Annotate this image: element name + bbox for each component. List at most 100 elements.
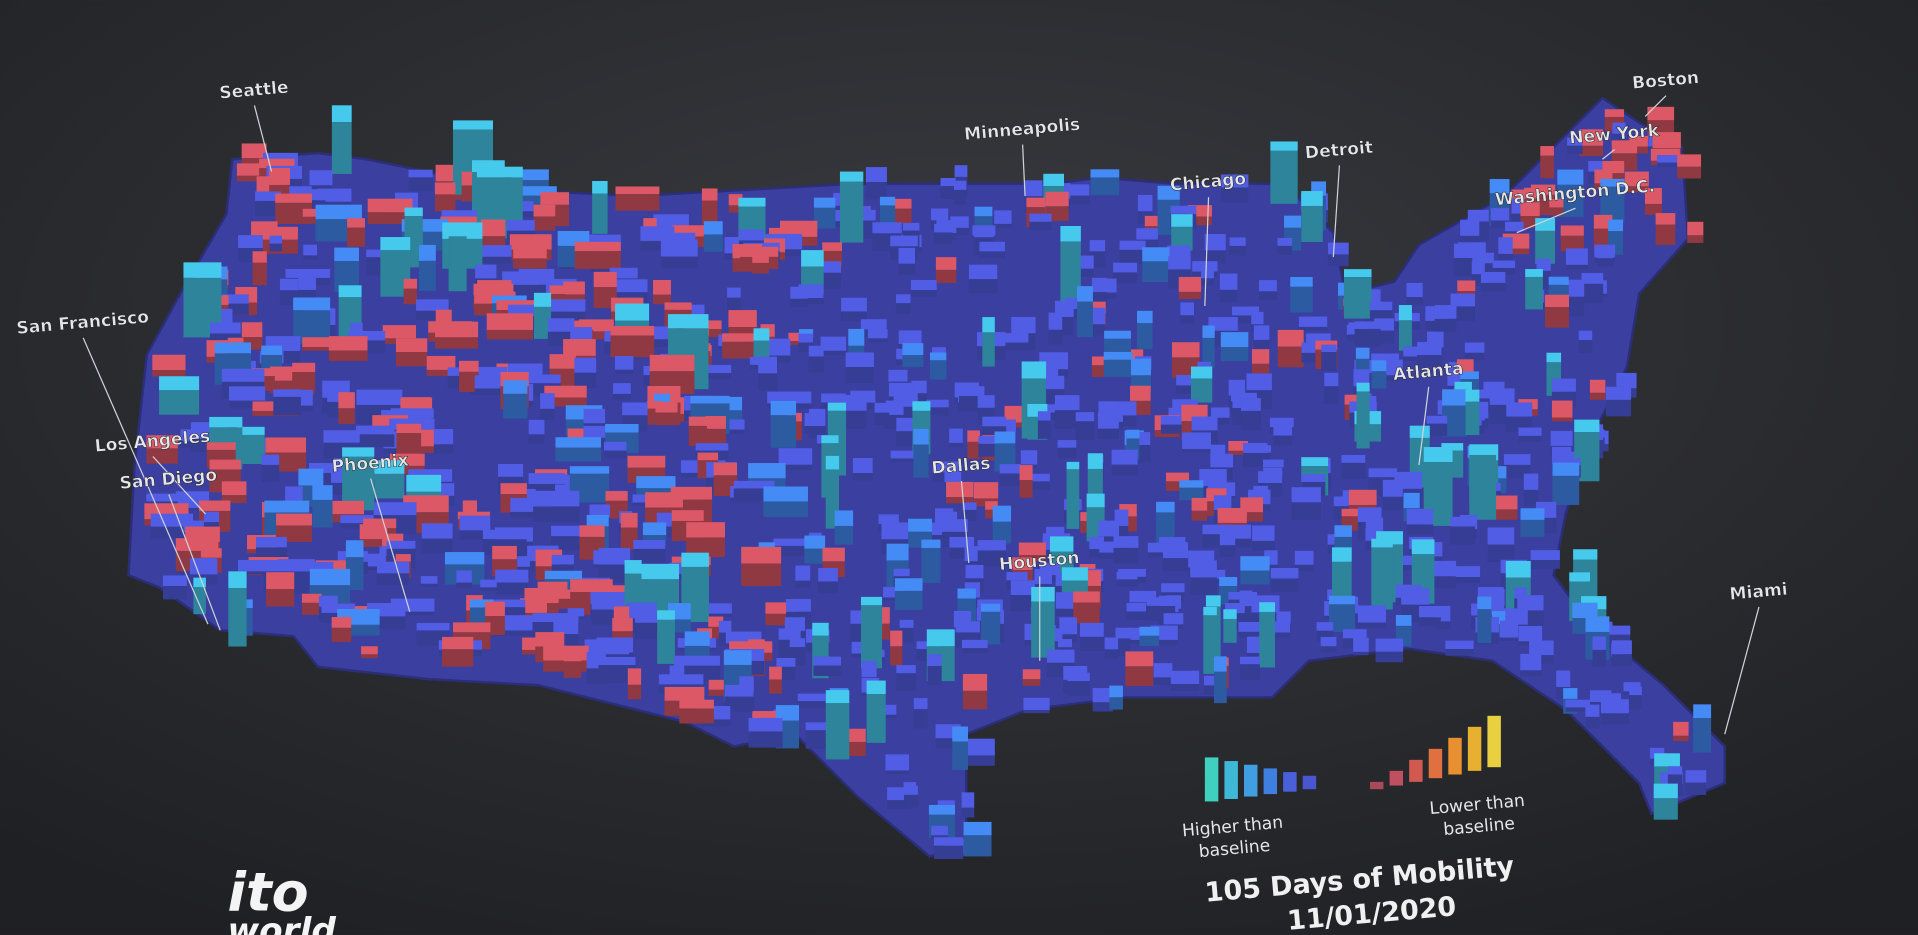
block-side xyxy=(301,602,322,615)
block-side xyxy=(642,339,676,347)
block-top xyxy=(1057,639,1072,648)
block-top xyxy=(200,548,222,558)
block-side xyxy=(503,393,528,419)
block-top xyxy=(511,169,549,181)
leader-line xyxy=(82,337,209,625)
block-top xyxy=(1450,516,1475,527)
block-top xyxy=(508,304,547,317)
block-top xyxy=(727,287,741,298)
block-top xyxy=(1219,273,1238,290)
block-top xyxy=(598,547,631,565)
block-side xyxy=(904,794,918,808)
block-side xyxy=(389,465,425,475)
block-top xyxy=(1223,609,1237,619)
block-top xyxy=(770,400,797,416)
block-top xyxy=(1290,276,1313,287)
block-side xyxy=(1592,649,1606,667)
block-side xyxy=(1137,323,1153,350)
block-side xyxy=(1092,702,1114,712)
block-top xyxy=(934,223,953,233)
block-side xyxy=(356,434,395,447)
block-top xyxy=(1403,346,1424,357)
block-top xyxy=(512,201,534,212)
block-top xyxy=(1552,462,1580,476)
block-top xyxy=(1616,372,1637,389)
block-top xyxy=(228,386,266,401)
block-side xyxy=(1371,547,1393,610)
block-top xyxy=(1202,524,1232,535)
block-top xyxy=(361,646,378,655)
block-top xyxy=(890,630,903,647)
block-top xyxy=(1251,311,1264,325)
block-top xyxy=(1294,550,1314,565)
block-top xyxy=(1341,454,1366,463)
block-top xyxy=(1343,269,1372,278)
block-side xyxy=(679,708,714,724)
block-top xyxy=(1483,381,1505,394)
block-side xyxy=(175,507,210,511)
block-top xyxy=(1004,405,1027,423)
block-top xyxy=(681,552,709,567)
block-top xyxy=(533,204,556,217)
block-side xyxy=(228,400,266,409)
block-top xyxy=(363,518,397,529)
block-side xyxy=(574,372,597,389)
block-top xyxy=(647,401,662,409)
block-side xyxy=(963,835,992,857)
legend-bar xyxy=(1283,772,1297,792)
block-top xyxy=(221,481,247,496)
block-top xyxy=(932,461,960,473)
block-side xyxy=(238,571,281,575)
block-side xyxy=(603,450,627,459)
block-side xyxy=(1089,549,1104,558)
block-top xyxy=(1075,412,1095,422)
block-top xyxy=(1371,360,1387,372)
block-top xyxy=(912,401,931,411)
block-side xyxy=(962,690,988,710)
block-top xyxy=(1687,221,1704,236)
block-top xyxy=(1045,191,1069,207)
block-top xyxy=(861,660,877,678)
block-top xyxy=(403,278,418,289)
block-top xyxy=(1059,617,1078,635)
block-top xyxy=(1572,602,1598,619)
block-top xyxy=(911,380,927,394)
block-top xyxy=(1239,590,1253,607)
block-side xyxy=(1354,328,1381,347)
block-side xyxy=(992,521,1012,544)
block-top xyxy=(1518,427,1542,436)
block-top xyxy=(776,657,796,667)
block-top xyxy=(954,165,968,177)
block-side xyxy=(758,373,778,391)
block-top xyxy=(733,480,775,489)
block-top xyxy=(1411,539,1435,555)
block-top xyxy=(471,160,505,173)
block-top xyxy=(1021,361,1047,379)
block-top xyxy=(885,400,904,415)
block-side xyxy=(1357,622,1386,628)
block-side xyxy=(890,646,903,666)
block-top xyxy=(653,279,671,295)
block-top xyxy=(1321,344,1337,353)
block-side xyxy=(1655,224,1676,245)
block-side xyxy=(1687,235,1704,243)
block-side xyxy=(1290,286,1313,313)
block-top xyxy=(1228,441,1248,451)
block-side xyxy=(1398,320,1412,351)
block-side xyxy=(1644,203,1662,215)
block-top xyxy=(902,343,924,356)
block-side xyxy=(866,694,886,743)
block-side xyxy=(1099,552,1122,559)
block-side xyxy=(418,260,436,291)
block-side xyxy=(985,509,998,519)
block-top xyxy=(1469,445,1497,455)
block-side xyxy=(1119,249,1146,265)
block-top xyxy=(426,355,456,370)
block-top xyxy=(1553,457,1581,466)
block-top xyxy=(309,170,333,186)
block-side xyxy=(1204,250,1226,264)
block-top xyxy=(533,292,552,307)
block-top xyxy=(513,247,547,259)
block-side xyxy=(512,211,534,217)
